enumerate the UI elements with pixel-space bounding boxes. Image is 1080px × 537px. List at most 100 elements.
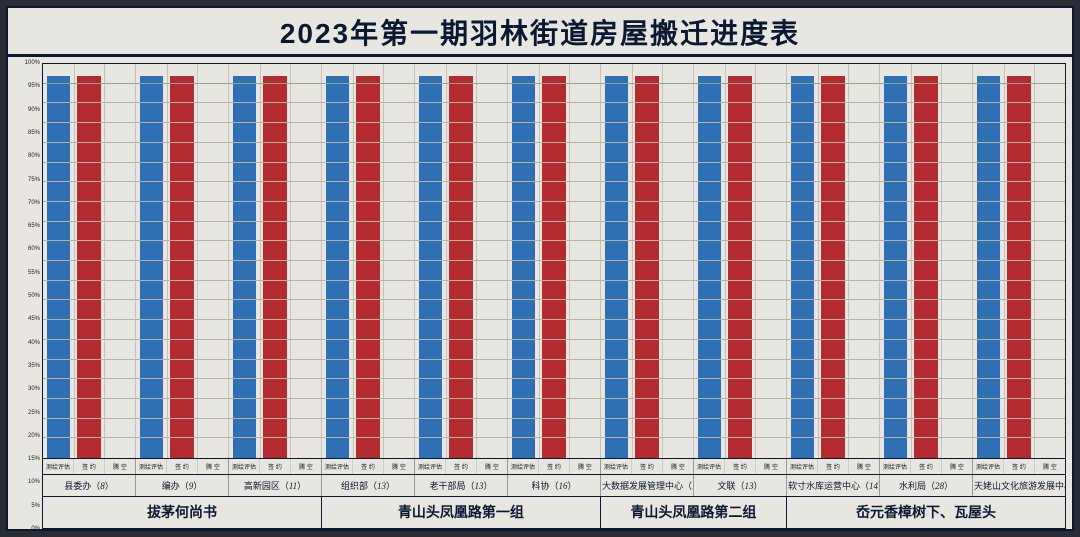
y-tick-label: 55% [28,270,40,276]
metrics-row: 测绘评估签 约腾 空测绘评估签 约腾 空测绘评估签 约腾 空测绘评估签 约腾 空… [43,458,1065,474]
y-tick-label: 30% [28,386,40,392]
metric-label: 腾 空 [756,459,786,474]
y-tick-label: 90% [28,107,40,113]
y-tick-label: 10% [28,479,40,485]
unit-label: 县委办（8） [43,475,136,496]
y-tick-label: 75% [28,177,40,183]
y-tick-label: 60% [28,246,40,252]
y-tick-label: 100% [25,60,40,66]
y-tick-label: 50% [28,293,40,299]
metric-cell-group: 测绘评估签 约腾 空 [136,459,229,474]
grid-line [43,201,1065,202]
unit-label: 组织部（13） [322,475,415,496]
metric-cell-group: 测绘评估签 约腾 空 [787,459,880,474]
grid-line [43,240,1065,241]
bar [821,76,844,458]
metric-label: 测绘评估 [601,459,632,474]
y-tick-label: 45% [28,316,40,322]
grid-line [43,280,1065,281]
metric-label: 腾 空 [942,459,972,474]
bar [77,76,100,458]
metric-label: 签 约 [725,459,756,474]
y-tick-label: 25% [28,410,40,416]
unit-label: 高新园区（11） [229,475,322,496]
metric-label: 测绘评估 [415,459,446,474]
grid-line [43,359,1065,360]
grid-line [43,437,1065,438]
metric-label: 测绘评估 [43,459,74,474]
y-tick-label: 80% [28,153,40,159]
metric-label: 测绘评估 [322,459,353,474]
metric-label: 测绘评估 [973,459,1004,474]
grid-line [43,418,1065,419]
y-tick-label: 15% [28,456,40,462]
group-label: 岙元香樟树下、瓦屋头 [787,497,1065,528]
marker-line [43,83,1065,84]
bar [170,76,193,458]
metric-label: 腾 空 [291,459,321,474]
metric-label: 腾 空 [663,459,693,474]
metric-label: 腾 空 [105,459,135,474]
bar [47,76,70,458]
metric-label: 测绘评估 [787,459,818,474]
y-tick-label: 95% [28,83,40,89]
grid-line [43,319,1065,320]
groups-row: 拔茅何尚书青山头凤凰路第一组青山头凤凰路第二组岙元香樟树下、瓦屋头 [43,496,1065,528]
unit-label: 科协（16） [508,475,601,496]
metric-label: 签 约 [632,459,663,474]
bar [884,76,907,458]
bar [542,76,565,458]
metric-cell-group: 测绘评估签 约腾 空 [415,459,508,474]
metric-label: 测绘评估 [694,459,725,474]
metric-label: 腾 空 [198,459,228,474]
metric-label: 腾 空 [477,459,507,474]
bar [140,76,163,458]
bar [356,76,379,458]
metric-label: 测绘评估 [880,459,911,474]
bar [263,76,286,458]
grid-line [43,398,1065,399]
bar [698,76,721,458]
metric-cell-group: 测绘评估签 约腾 空 [43,459,136,474]
metric-cell-group: 测绘评估签 约腾 空 [880,459,973,474]
group-label: 拔茅何尚书 [43,497,322,528]
plot-area: 测绘评估签 约腾 空测绘评估签 约腾 空测绘评估签 约腾 空测绘评估签 约腾 空… [42,63,1066,529]
bar [233,76,256,458]
y-tick-label: 20% [28,433,40,439]
unit-label: 软寸水库运营中心（14） [787,475,880,496]
metric-label: 腾 空 [1035,459,1065,474]
metric-label: 腾 空 [849,459,879,474]
metric-cell-group: 测绘评估签 约腾 空 [229,459,322,474]
progress-board: 2023年第一期羽林街道房屋搬迁进度表 0% 5% 10% 15% 20% 25% 30% 3… [6,6,1074,531]
chart-area: 0%5%10%15%20%25%30%35%40%45%50%55%60%65%… [8,57,1072,529]
metric-label: 测绘评估 [136,459,167,474]
metric-cell-group: 测绘评估签 约腾 空 [694,459,787,474]
units-row: 县委办（8）编办（9）高新园区（11）组织部（13）老干部局（13）科协（16）… [43,474,1065,496]
metric-label: 签 约 [167,459,198,474]
metric-label: 腾 空 [570,459,600,474]
unit-label: 文联（13） [694,475,787,496]
metric-cell-group: 测绘评估签 约腾 空 [322,459,415,474]
bar [449,76,472,458]
grid-line [43,102,1065,103]
metric-label: 测绘评估 [229,459,260,474]
title-bar: 2023年第一期羽林街道房屋搬迁进度表 [8,8,1072,57]
grid-area [43,64,1065,458]
y-tick-label: 35% [28,363,40,369]
bar [977,76,1000,458]
grid-line [43,260,1065,261]
bar [605,76,628,458]
y-tick-label: 40% [28,340,40,346]
y-tick-label: 5% [31,503,40,509]
y-tick-label: 0% [31,526,40,532]
bar [791,76,814,458]
grid-line [43,142,1065,143]
metric-cell-group: 测绘评估签 约腾 空 [508,459,601,474]
grid-line [43,299,1065,300]
chart-title: 2023年第一期羽林街道房屋搬迁进度表 [8,12,1072,52]
grid-line [43,221,1065,222]
bar [419,76,442,458]
metric-label: 腾 空 [384,459,414,474]
group-label: 青山头凤凰路第二组 [601,497,787,528]
metric-cell-group: 测绘评估签 约腾 空 [601,459,694,474]
